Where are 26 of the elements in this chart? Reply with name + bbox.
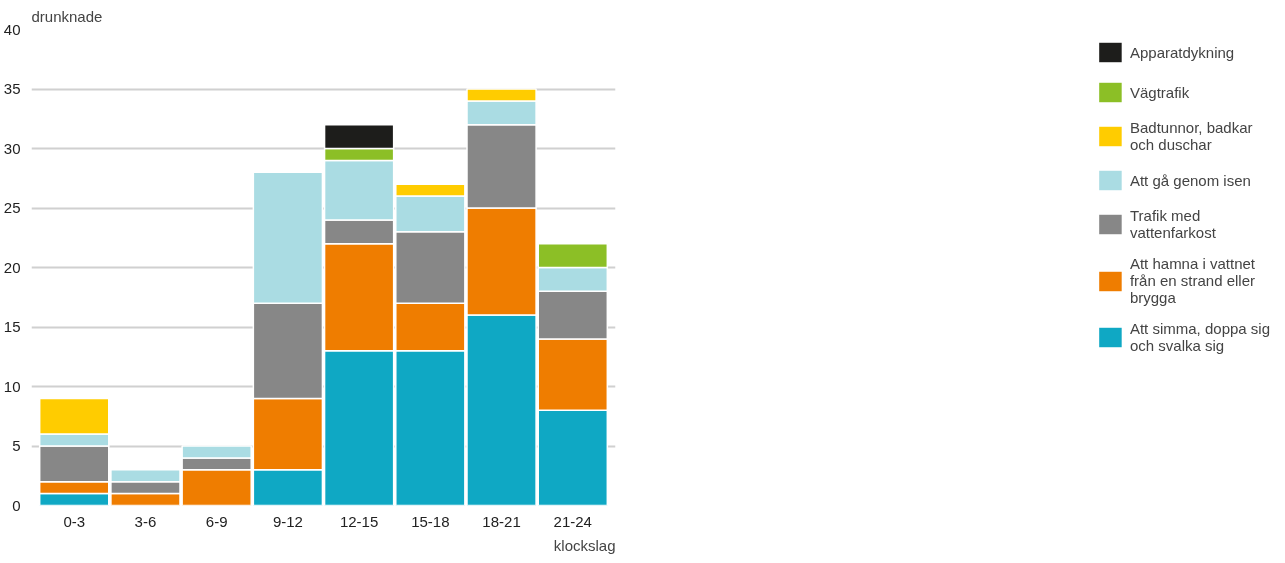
x-tick-label: 18-21 <box>482 512 521 530</box>
legend-label: Trafik med vattenfarkost <box>1129 207 1216 241</box>
y-tick-label: 10 <box>3 377 21 395</box>
x-tick-label: 21-24 <box>553 512 592 530</box>
y-tick-label: 30 <box>3 139 21 157</box>
x-tick-label: 6-9 <box>205 512 228 530</box>
legend-label: Apparatdykning <box>1129 43 1235 61</box>
y-tick-label: 35 <box>3 80 21 97</box>
legend-label: Att gå genom isen <box>1129 171 1251 189</box>
x-tick-label: 15-18 <box>411 512 450 530</box>
x-tick-label: 3-6 <box>134 512 157 530</box>
x-axis-title: klockslag <box>553 536 616 554</box>
legend-label: Att hamna i vattnet från en strand eller brygga <box>1129 255 1256 306</box>
y-tick-label: 40 <box>3 20 21 38</box>
y-tick-label: 20 <box>3 258 21 276</box>
x-tick-label: 0-3 <box>63 512 86 530</box>
x-tick-label: 12-15 <box>339 512 379 530</box>
y-tick-label: 0 <box>12 496 21 514</box>
legend-label: Vägtrafik <box>1129 83 1190 101</box>
y-tick-label: 25 <box>3 199 21 216</box>
legend-label: Badtunnor, badkar och duschar <box>1129 119 1253 153</box>
x-tick-label: 9-12 <box>272 512 303 530</box>
y-tick-label: 5 <box>12 437 21 454</box>
legend-label: Att simma, doppa sig och svalka sig <box>1129 320 1270 354</box>
y-tick-label: 15 <box>3 318 21 335</box>
y-axis-title: drunknade <box>31 7 103 25</box>
